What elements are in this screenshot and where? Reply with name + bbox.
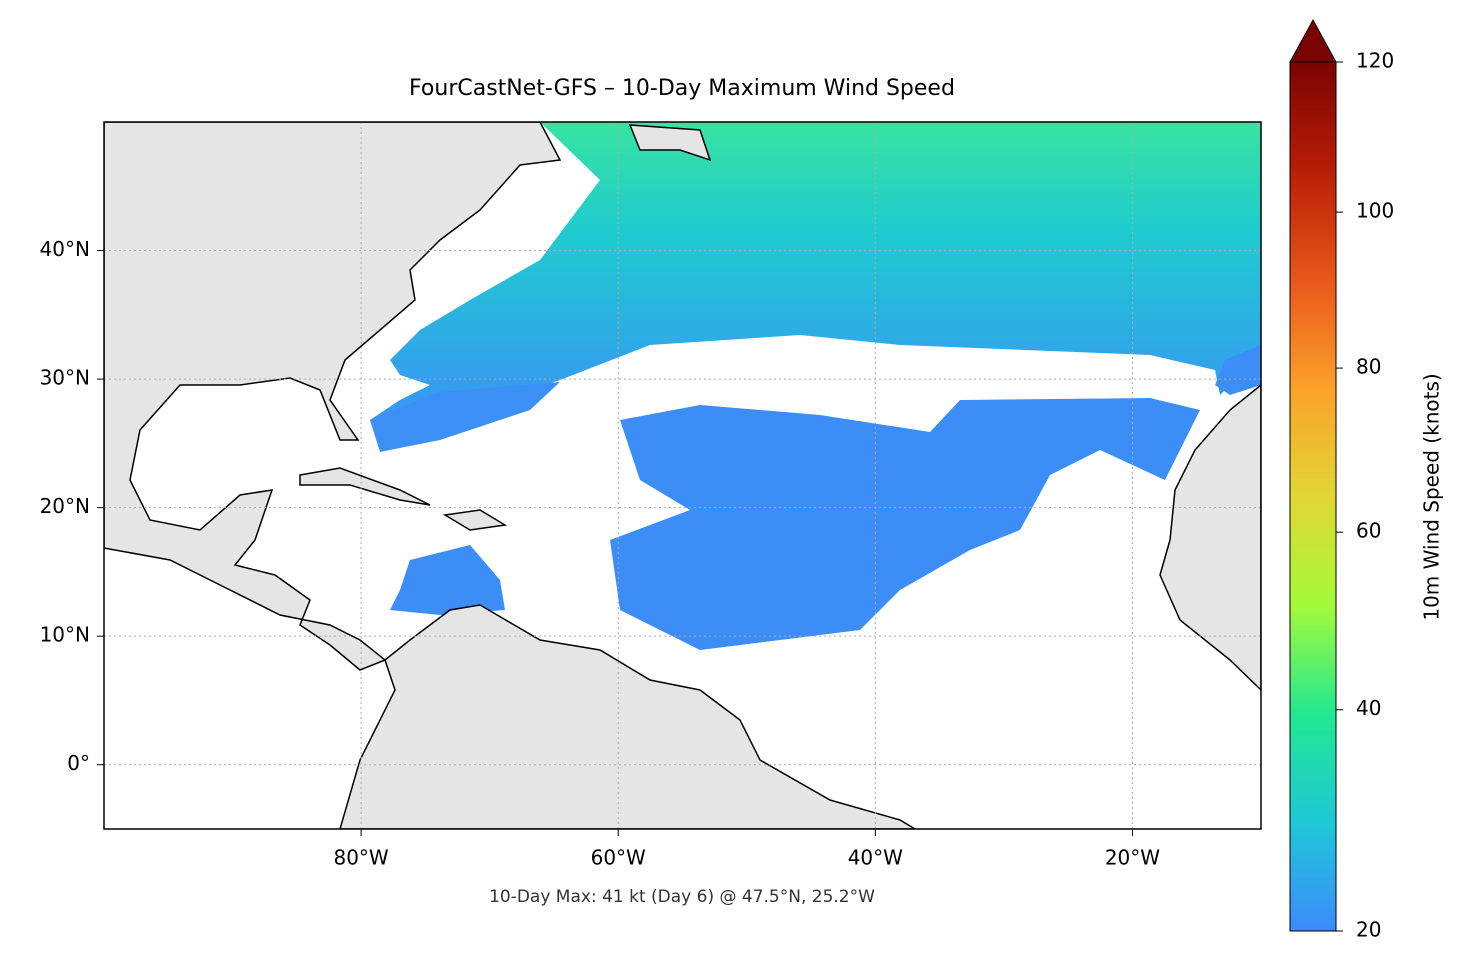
- wind-field: [1215, 345, 1261, 395]
- colorbar-tick-label: 20: [1356, 918, 1381, 942]
- colorbar-label: 10m Wind Speed (knots): [1420, 373, 1444, 620]
- lon-tick-label: 20°W: [1105, 846, 1160, 870]
- map-title: FourCastNet-GFS – 10-Day Maximum Wind Sp…: [409, 76, 955, 101]
- colorbar-extend: [1289, 18, 1337, 63]
- colorbar: [1289, 61, 1337, 932]
- lat-tick-label: 40°N: [40, 237, 90, 261]
- colorbar-tick-label: 100: [1356, 199, 1394, 223]
- colorbar-tick-label: 120: [1356, 49, 1394, 73]
- map-frame: [103, 121, 1262, 830]
- lon-tick-label: 60°W: [591, 846, 646, 870]
- wind-field: [610, 398, 1200, 650]
- max-annotation: 10-Day Max: 41 kt (Day 6) @ 47.5°N, 25.2…: [489, 887, 875, 907]
- lat-tick-label: 0°: [67, 751, 90, 775]
- wind-field: [370, 382, 560, 452]
- north-america: [104, 122, 562, 671]
- wind-field: [370, 122, 1261, 440]
- colorbar-tick-label: 40: [1356, 696, 1381, 720]
- colorbar-tick-label: 80: [1356, 355, 1381, 379]
- newfoundland: [628, 124, 712, 162]
- south-america: [339, 604, 917, 829]
- map-area: [104, 122, 1261, 829]
- lat-tick-label: 20°N: [40, 494, 90, 518]
- africa: [1159, 384, 1261, 692]
- cuba: [299, 467, 431, 506]
- lon-tick-label: 80°W: [333, 846, 388, 870]
- wind-field: [390, 545, 505, 615]
- lat-tick-label: 30°N: [40, 366, 90, 390]
- hispaniola: [442, 509, 508, 531]
- lat-tick-label: 10°N: [40, 623, 90, 647]
- colorbar-tick-label: 60: [1356, 519, 1381, 543]
- lon-tick-label: 40°W: [848, 846, 903, 870]
